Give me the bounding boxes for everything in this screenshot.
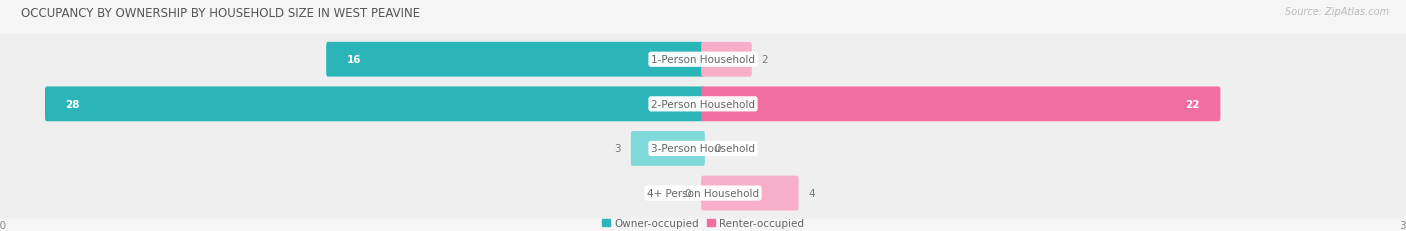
FancyBboxPatch shape bbox=[702, 43, 752, 77]
FancyBboxPatch shape bbox=[0, 35, 1406, 85]
Text: 3-Person Household: 3-Person Household bbox=[651, 144, 755, 154]
Text: 30: 30 bbox=[0, 220, 7, 230]
Text: 1-Person Household: 1-Person Household bbox=[651, 55, 755, 65]
FancyBboxPatch shape bbox=[45, 87, 704, 122]
FancyBboxPatch shape bbox=[702, 87, 1220, 122]
Text: 4: 4 bbox=[808, 188, 815, 198]
Text: OCCUPANCY BY OWNERSHIP BY HOUSEHOLD SIZE IN WEST PEAVINE: OCCUPANCY BY OWNERSHIP BY HOUSEHOLD SIZE… bbox=[21, 7, 420, 20]
Text: 22: 22 bbox=[1185, 99, 1199, 109]
FancyBboxPatch shape bbox=[631, 131, 704, 166]
Text: 16: 16 bbox=[347, 55, 361, 65]
Text: 4+ Person Household: 4+ Person Household bbox=[647, 188, 759, 198]
Text: 0: 0 bbox=[714, 144, 721, 154]
FancyBboxPatch shape bbox=[0, 79, 1406, 130]
Text: Source: ZipAtlas.com: Source: ZipAtlas.com bbox=[1285, 7, 1389, 17]
FancyBboxPatch shape bbox=[0, 124, 1406, 174]
Legend: Owner-occupied, Renter-occupied: Owner-occupied, Renter-occupied bbox=[602, 218, 804, 228]
Text: 0: 0 bbox=[685, 188, 692, 198]
Text: 2: 2 bbox=[762, 55, 768, 65]
Text: 2-Person Household: 2-Person Household bbox=[651, 99, 755, 109]
FancyBboxPatch shape bbox=[0, 168, 1406, 219]
FancyBboxPatch shape bbox=[326, 43, 704, 77]
Text: 28: 28 bbox=[66, 99, 80, 109]
Text: 3: 3 bbox=[614, 144, 621, 154]
Text: 30: 30 bbox=[1399, 220, 1406, 230]
FancyBboxPatch shape bbox=[702, 176, 799, 211]
